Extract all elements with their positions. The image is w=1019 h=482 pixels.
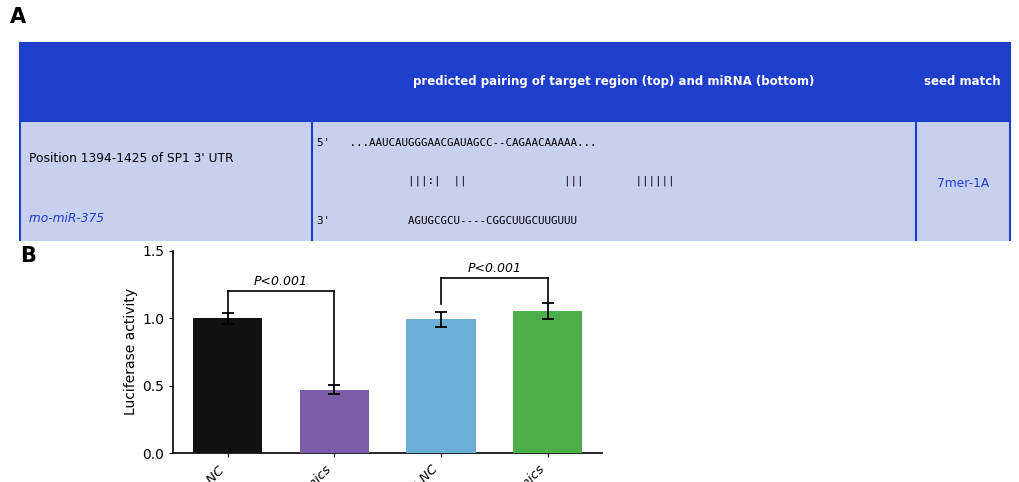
Text: P<0.001: P<0.001 bbox=[467, 262, 521, 275]
Text: 7mer-1A: 7mer-1A bbox=[935, 177, 988, 189]
Text: seed match: seed match bbox=[923, 76, 1000, 88]
Bar bbox=[406, 320, 475, 453]
Bar bbox=[193, 318, 262, 453]
Y-axis label: Luciferase activity: Luciferase activity bbox=[124, 288, 138, 415]
Text: rno-miR-375: rno-miR-375 bbox=[29, 212, 105, 225]
Bar bbox=[20, 43, 312, 120]
Text: A: A bbox=[10, 7, 26, 27]
Bar bbox=[300, 389, 369, 453]
Bar bbox=[513, 311, 582, 453]
Bar bbox=[312, 43, 915, 120]
Text: 5'   ...AAUCAUGGGAACGAUAGCC--CAGAACAAAAA...: 5' ...AAUCAUGGGAACGAUAGCC--CAGAACAAAAA..… bbox=[317, 138, 596, 148]
Text: predicted pairing of target region (top) and miRNA (bottom): predicted pairing of target region (top)… bbox=[413, 76, 814, 88]
Text: Position 1394-1425 of SP1 3' UTR: Position 1394-1425 of SP1 3' UTR bbox=[29, 152, 232, 164]
Bar bbox=[915, 43, 1009, 120]
Text: 3'            AGUGCGCU----CGGCUUGCUUGUUU: 3' AGUGCGCU----CGGCUUGCUUGUUU bbox=[317, 216, 577, 226]
Bar bbox=[20, 120, 1009, 246]
Text: P<0.001: P<0.001 bbox=[254, 275, 308, 288]
Text: B: B bbox=[20, 246, 37, 266]
Text: |||:|  ||               |||        ||||||: |||:| || ||| |||||| bbox=[317, 175, 675, 186]
